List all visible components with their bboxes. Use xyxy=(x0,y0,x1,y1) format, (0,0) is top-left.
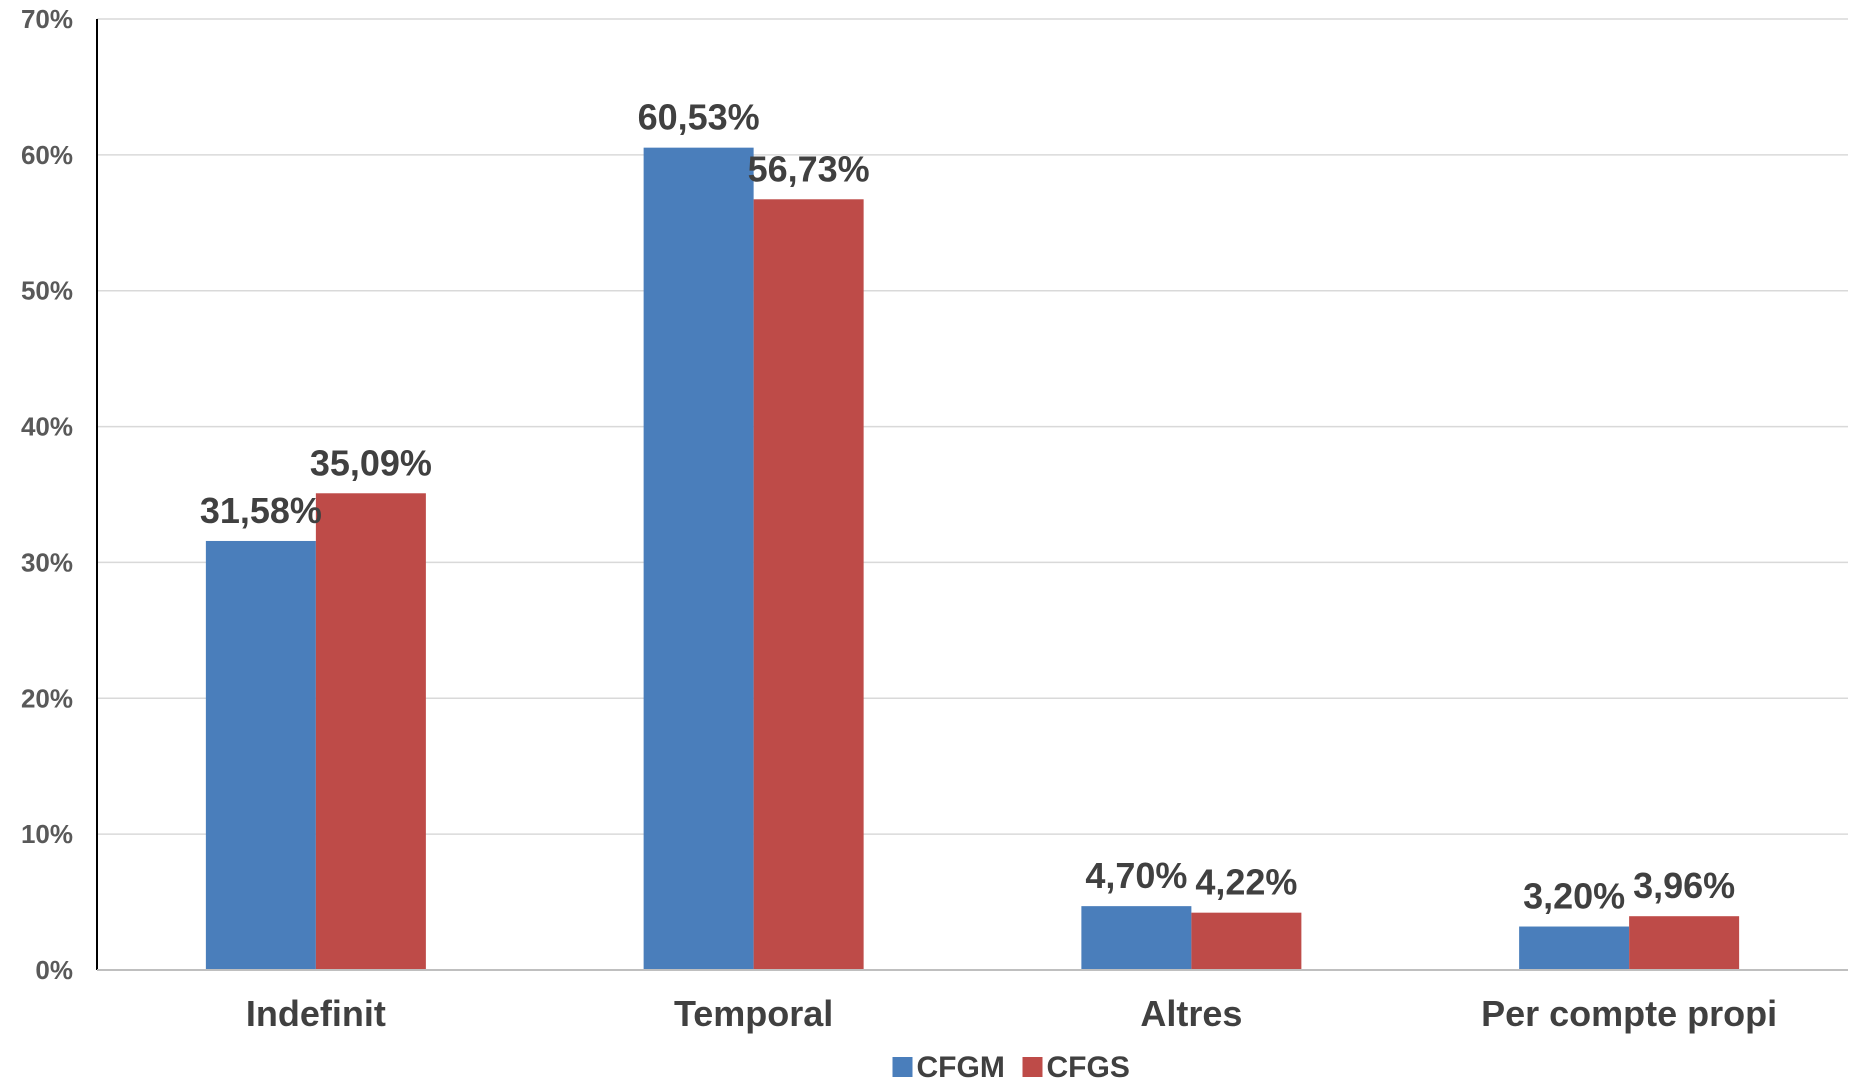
data-label: 3,96% xyxy=(1633,865,1735,906)
y-tick-label: 50% xyxy=(21,276,73,306)
legend-label: CFGM xyxy=(917,1051,1005,1084)
y-axis-ticks: 0% 10% 20% 30% 40% 50% 60% 70% xyxy=(21,4,73,985)
legend-swatch xyxy=(1022,1057,1043,1077)
bars xyxy=(205,147,1740,971)
data-label: 56,73% xyxy=(748,148,870,189)
y-tick-label: 40% xyxy=(21,412,73,442)
y-tick-label: 30% xyxy=(21,547,73,577)
legend: CFGM CFGS xyxy=(892,1051,1130,1084)
data-label: 31,58% xyxy=(200,490,322,531)
bar xyxy=(1081,906,1192,970)
bar xyxy=(753,199,864,971)
y-tick-label: 0% xyxy=(35,955,73,985)
legend-swatch xyxy=(892,1057,913,1077)
data-label: 60,53% xyxy=(638,97,760,138)
category-label: Temporal xyxy=(674,993,833,1034)
y-tick-label: 10% xyxy=(21,819,73,849)
data-label: 3,20% xyxy=(1523,876,1625,917)
data-label: 4,22% xyxy=(1195,862,1297,903)
bar xyxy=(1629,916,1740,970)
data-labels: 31,58% 35,09% 60,53% 56,73% 4,70% 4,22% 3,20% 3… xyxy=(200,97,1735,917)
y-tick-label: 60% xyxy=(21,140,73,170)
category-label: Altres xyxy=(1140,993,1242,1034)
y-tick-label: 70% xyxy=(21,4,73,34)
bar xyxy=(315,493,426,970)
data-label: 4,70% xyxy=(1085,855,1187,896)
category-label: Indefinit xyxy=(246,993,386,1034)
bar xyxy=(1519,926,1630,970)
category-label: Per compte propi xyxy=(1481,993,1777,1034)
legend-label: CFGS xyxy=(1047,1051,1130,1084)
data-label: 35,09% xyxy=(310,442,432,483)
y-tick-label: 20% xyxy=(21,683,73,713)
bar xyxy=(643,147,754,970)
bar xyxy=(1191,912,1302,970)
category-labels: Indefinit Temporal Altres Per compte propi xyxy=(246,993,1777,1034)
bar xyxy=(205,540,316,970)
